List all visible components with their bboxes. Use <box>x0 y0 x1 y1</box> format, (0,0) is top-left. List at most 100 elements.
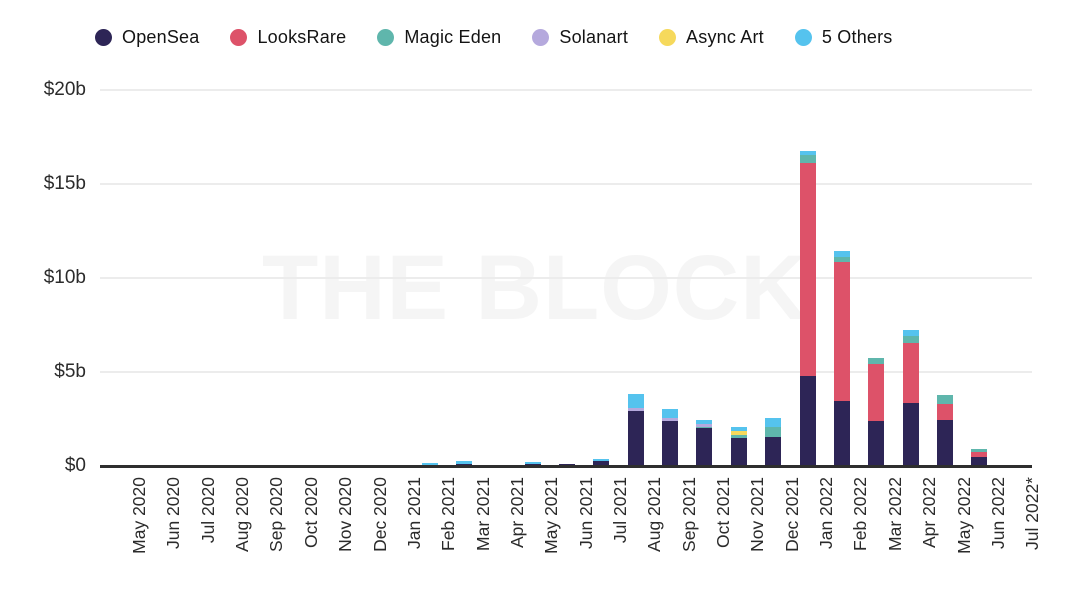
x-axis-baseline <box>100 464 1032 468</box>
bar-segment-5-others <box>456 461 472 465</box>
bar-segment-5-others <box>730 427 747 432</box>
x-tick-text: May 2021 <box>541 477 562 554</box>
legend-label: Solanart <box>559 27 629 47</box>
x-tick-text: Mar 2022 <box>884 477 905 551</box>
legend-label: Async Art <box>686 27 764 47</box>
y-gridline <box>100 371 1032 373</box>
bar-segment-5-others <box>765 418 782 428</box>
bar-segment-magic-eden <box>868 357 885 365</box>
x-tick-text: Feb 2022 <box>850 477 871 551</box>
x-tick-text: Jun 2021 <box>575 477 596 550</box>
bar-segment-opensea <box>765 436 782 466</box>
bar-segment-5-others <box>593 459 610 462</box>
bar-segment-magic-eden <box>696 426 713 429</box>
bar-segment-5-others <box>833 251 850 257</box>
bar-segment-opensea <box>662 420 679 466</box>
chart-legend: OpenSea LooksRare Magic Eden Solanart Async … <box>95 27 893 48</box>
bar-segment-opensea <box>902 403 919 466</box>
bar-segment-5-others <box>696 419 713 424</box>
legend-dot-icon <box>659 29 677 46</box>
bar-segment-5-others <box>524 462 541 465</box>
bar-segment-magic-eden <box>971 448 988 452</box>
bar-segment-opensea <box>799 375 816 466</box>
bar-segment-magic-eden <box>730 434 747 438</box>
x-tick-text: Sep 2021 <box>678 477 699 552</box>
bar-segment-looksrare <box>868 364 885 421</box>
bar-segment-opensea <box>936 419 953 466</box>
legend-dot-icon <box>230 29 248 46</box>
bar-segment-magic-eden <box>936 394 953 404</box>
bar-segment-looksrare <box>936 403 953 420</box>
bar-segment-magic-eden <box>902 335 919 343</box>
legend-item-solanart[interactable]: Solanart <box>532 27 628 48</box>
bar-segment-5-others <box>627 394 644 409</box>
bar-segment-looksrare <box>799 163 816 376</box>
bar-segment-5-others <box>662 409 679 418</box>
bar-segment-looksrare <box>902 342 919 404</box>
x-tick-text: Nov 2021 <box>747 477 768 552</box>
legend-item-magic-eden[interactable]: Magic Eden <box>377 27 501 48</box>
y-tick-label: $5b <box>54 361 86 382</box>
legend-item-opensea[interactable]: OpenSea <box>95 27 199 48</box>
bar-segment-opensea <box>696 428 713 466</box>
x-tick-text: Jun 2020 <box>163 477 184 550</box>
legend-dot-icon <box>532 29 550 46</box>
legend-item-5-others[interactable]: 5 Others <box>794 27 893 48</box>
x-tick-text: Jun 2022 <box>987 477 1008 550</box>
bar-segment-solanart <box>696 423 713 427</box>
bar-segment-looksrare <box>833 262 850 402</box>
legend-item-async-art[interactable]: Async Art <box>659 27 764 48</box>
legend-item-looksrare[interactable]: LooksRare <box>230 27 346 48</box>
bar-segment-5-others <box>421 463 438 466</box>
bar-segment-5-others <box>902 330 919 336</box>
bar-segment-magic-eden <box>799 154 816 164</box>
x-tick-text: Oct 2021 <box>712 477 733 549</box>
x-tick-text: Sep 2020 <box>266 477 287 552</box>
legend-label: LooksRare <box>257 27 347 47</box>
x-tick-text: Nov 2020 <box>335 477 356 552</box>
x-tick-text: Apr 2021 <box>506 477 527 549</box>
x-tick-text: Jul 2021 <box>609 477 630 544</box>
y-tick-label: $20b <box>43 79 86 100</box>
x-tick-text: Aug 2021 <box>644 477 665 552</box>
legend-label: OpenSea <box>122 27 200 47</box>
legend-label: 5 Others <box>821 27 893 47</box>
bar-segment-opensea <box>627 411 644 466</box>
y-gridline <box>100 277 1032 279</box>
y-tick-label: $15b <box>43 173 86 194</box>
x-tick-text: May 2022 <box>953 477 974 554</box>
bar-segment-opensea <box>730 437 747 466</box>
legend-label: Magic Eden <box>404 27 502 47</box>
x-tick-text: Apr 2022 <box>919 477 940 549</box>
the-block-watermark: THE BLOCK <box>262 237 808 339</box>
y-tick-label: $0 <box>64 455 86 476</box>
y-gridline <box>100 183 1032 185</box>
bar-segment-magic-eden <box>833 256 850 262</box>
bar-segment-async-art <box>730 431 747 435</box>
x-tick-text: Dec 2020 <box>369 477 390 552</box>
x-tick-text: Jul 2022* <box>1022 477 1043 550</box>
y-gridline <box>100 89 1032 91</box>
bar-segment-solanart <box>627 408 644 412</box>
x-tick-text: Jan 2021 <box>403 477 424 550</box>
x-tick-text: Mar 2021 <box>472 477 493 551</box>
x-tick-text: May 2020 <box>129 477 149 554</box>
bar-segment-looksrare <box>971 451 988 457</box>
bar-segment-solanart <box>662 417 679 421</box>
legend-dot-icon <box>95 29 112 46</box>
bar-segment-5-others <box>799 151 816 155</box>
x-tick-text: Jan 2022 <box>816 477 836 550</box>
legend-dot-icon <box>377 29 395 46</box>
legend-dot-icon <box>794 29 812 46</box>
bar-segment-opensea <box>833 401 850 466</box>
x-tick-text: Oct 2020 <box>300 477 321 549</box>
x-tick-text: Dec 2021 <box>781 477 802 552</box>
y-tick-label: $10b <box>43 267 86 288</box>
x-tick-text: Aug 2020 <box>232 477 253 552</box>
x-tick-text: Feb 2021 <box>438 477 459 551</box>
x-tick-text: Jul 2020 <box>197 477 218 544</box>
bar-segment-opensea <box>593 461 610 466</box>
bar-segment-magic-eden <box>765 427 782 437</box>
bar-segment-opensea <box>971 456 988 466</box>
